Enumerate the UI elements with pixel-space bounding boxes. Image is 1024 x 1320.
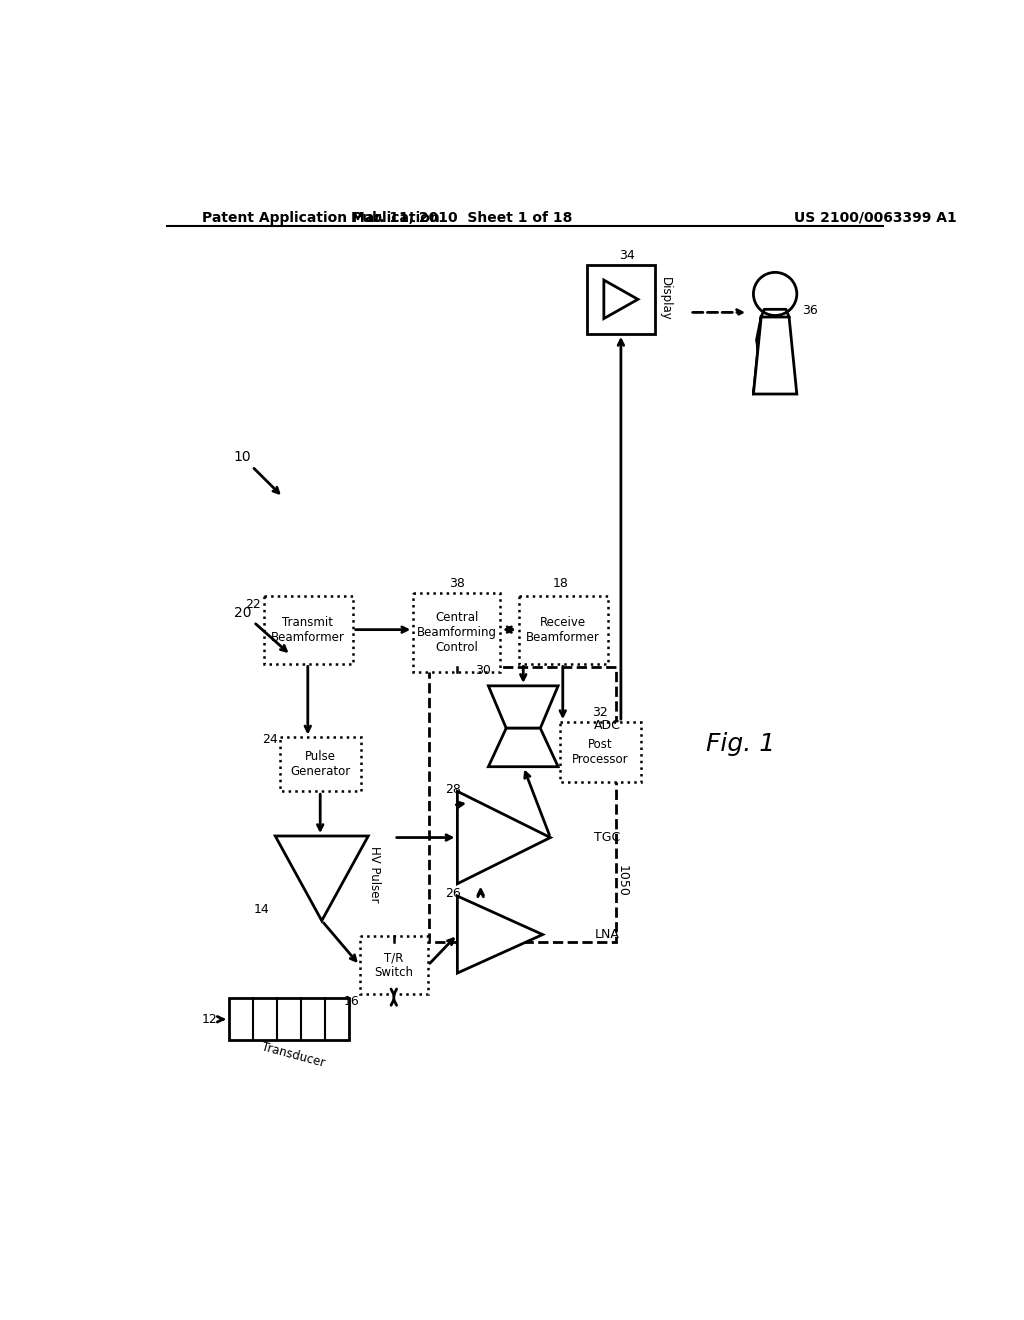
Text: US 2100/0063399 A1: US 2100/0063399 A1 (795, 211, 957, 224)
Text: HV Pulser: HV Pulser (368, 846, 381, 903)
Text: 32: 32 (592, 706, 608, 719)
Text: 16: 16 (343, 995, 359, 1008)
Text: Post
Processor: Post Processor (571, 738, 629, 766)
Text: Mar. 11, 2010  Sheet 1 of 18: Mar. 11, 2010 Sheet 1 of 18 (350, 211, 572, 224)
Bar (587, 264, 655, 334)
Bar (359, 936, 428, 994)
Text: ADC: ADC (594, 719, 621, 733)
Text: 14: 14 (253, 903, 269, 916)
Polygon shape (458, 792, 550, 884)
Text: 1050: 1050 (616, 865, 629, 896)
Text: TGC: TGC (594, 832, 621, 843)
Text: 38: 38 (449, 577, 465, 590)
Polygon shape (275, 836, 369, 921)
Text: 24: 24 (262, 733, 279, 746)
Text: LNA: LNA (595, 928, 620, 941)
Text: T/R
Switch: T/R Switch (375, 952, 414, 979)
Polygon shape (754, 317, 797, 395)
Polygon shape (488, 729, 558, 767)
Text: Transducer: Transducer (260, 1040, 327, 1071)
Text: 30: 30 (475, 664, 490, 677)
Bar (414, 594, 500, 672)
Text: 12: 12 (202, 1012, 217, 1026)
Polygon shape (604, 280, 638, 318)
Text: 34: 34 (620, 249, 635, 261)
Text: 22: 22 (246, 598, 261, 611)
Bar (560, 722, 641, 781)
Bar (429, 667, 616, 942)
Text: 20: 20 (233, 606, 252, 619)
Text: Central
Beamforming
Control: Central Beamforming Control (417, 611, 497, 655)
Polygon shape (488, 686, 558, 729)
Bar (263, 595, 352, 664)
Text: 10: 10 (233, 450, 252, 465)
Text: Patent Application Publication: Patent Application Publication (202, 211, 439, 224)
Polygon shape (458, 896, 543, 973)
Bar (518, 595, 607, 664)
Circle shape (754, 272, 797, 315)
Text: Pulse
Generator: Pulse Generator (290, 750, 350, 779)
Text: 36: 36 (802, 305, 818, 317)
Text: Fig. 1: Fig. 1 (706, 731, 775, 755)
Bar (280, 738, 361, 792)
Text: Display: Display (658, 277, 672, 321)
Text: 18: 18 (553, 577, 568, 590)
Text: 26: 26 (445, 887, 462, 900)
Text: Transmit
Beamformer: Transmit Beamformer (271, 615, 345, 644)
Text: 28: 28 (445, 783, 462, 796)
Text: Receive
Beamformer: Receive Beamformer (526, 615, 600, 644)
Bar (228, 998, 349, 1040)
